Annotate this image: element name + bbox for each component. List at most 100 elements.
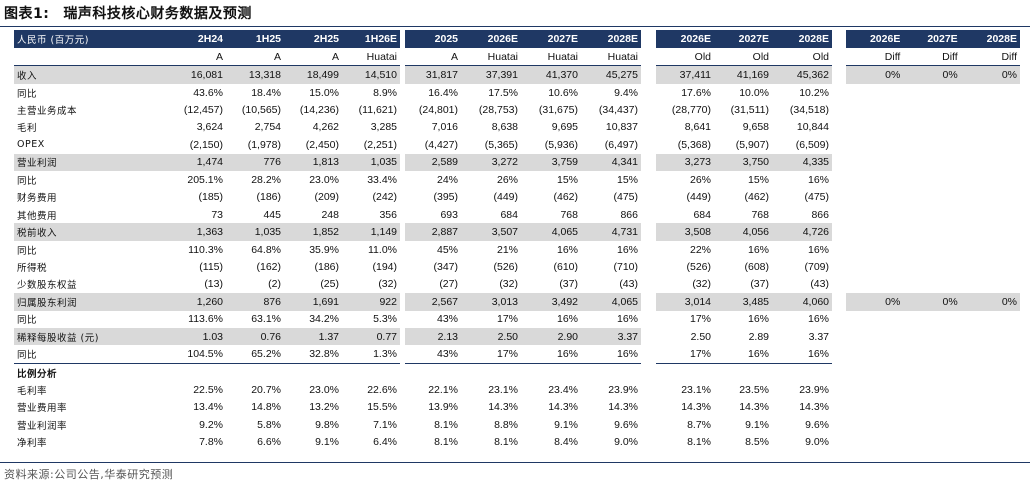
- ratio-cell: 6.4%: [373, 436, 397, 449]
- table-cell: (475): [613, 191, 638, 204]
- table-row: 37,411 41,169 45,362: [656, 66, 832, 84]
- table-cell: (462): [744, 191, 769, 204]
- ratio-cell: 13.9%: [428, 401, 458, 414]
- ratio-cell: 8.4%: [554, 436, 578, 449]
- table-cell: 4,065: [551, 226, 578, 239]
- table-cell: 768: [560, 208, 578, 221]
- table-row: 少数股东权益 (13) (2) (25) (32): [14, 276, 400, 293]
- source-cell: Old: [694, 50, 711, 63]
- row-label: 营业利润: [17, 158, 58, 170]
- table-cell: 18,499: [306, 69, 339, 82]
- ratio-row: 8.7% 9.1% 9.6%: [656, 416, 832, 433]
- table-row: [846, 258, 1020, 275]
- main-financials-table: 人民币 (百万元) 2H24 1H25 2H25 1H26E A A A Huatai 收入 16,…: [14, 30, 400, 451]
- table-cell: 16%: [556, 348, 578, 361]
- ratio-cell: 15.5%: [367, 401, 397, 414]
- ratio-cell: 9.2%: [199, 418, 223, 431]
- table-cell: 104.5%: [187, 348, 223, 361]
- table-cell: (209): [314, 191, 339, 204]
- table-row: OPEX (2,150) (1,978) (2,450) (2,251): [14, 136, 400, 153]
- table-cell: 2.13: [437, 330, 458, 343]
- table-cell: 16%: [747, 243, 769, 256]
- row-label: 归属股东利润: [17, 297, 78, 309]
- table-cell: (526): [493, 260, 518, 273]
- table-cell: (709): [804, 260, 829, 273]
- table-row: 693 684 768 866: [405, 206, 641, 223]
- table-cell: 64.8%: [251, 243, 281, 256]
- table-cell: (5,907): [735, 138, 769, 151]
- column-header: 2026E: [487, 33, 518, 45]
- table-cell: 9,695: [551, 121, 578, 134]
- old-forecast-table: 2026E 2027E 2028E Old Old Old 37,411 41,169 45,3…: [656, 30, 832, 451]
- ratio-cell: 23.9%: [608, 384, 638, 397]
- table-row: 归属股东利润 1,260 876 1,691 922: [14, 293, 400, 311]
- ratio-row: 8.1% 8.8% 9.1% 9.6%: [405, 416, 641, 433]
- table-cell: 16%: [616, 243, 638, 256]
- ratio-rule: [405, 362, 641, 364]
- column-header: 2H25: [313, 33, 339, 45]
- table-cell: 1,035: [370, 156, 397, 169]
- table-cell: 356: [379, 208, 397, 221]
- table-cell: 1,691: [312, 295, 339, 308]
- table-cell: 16%: [616, 313, 638, 326]
- table-cell: (34,518): [789, 104, 829, 117]
- table-cell: 3,508: [684, 226, 711, 239]
- ratio-cell: 8.1%: [434, 418, 458, 431]
- table-cell: (115): [199, 260, 223, 273]
- table-cell: 10.0%: [739, 86, 769, 99]
- table-cell: 1,035: [254, 226, 281, 239]
- table-row: 0% 0% 0%: [846, 293, 1020, 311]
- column-header: 2026E: [680, 33, 711, 45]
- ratio-cell: 14.3%: [681, 401, 711, 414]
- table-cell: (31,675): [538, 104, 578, 117]
- table-cell: (24,801): [418, 104, 458, 117]
- table-cell: 26%: [689, 173, 711, 186]
- table-cell: 2.50: [497, 330, 518, 343]
- table-cell: 43.6%: [193, 86, 223, 99]
- ratio-label: 营业利润率: [17, 420, 68, 432]
- row-label: 所得税: [17, 262, 48, 274]
- ratio-cell: 7.1%: [373, 418, 397, 431]
- table-cell: 21%: [496, 243, 518, 256]
- table-cell: 37,411: [679, 69, 711, 82]
- ratio-cell: 9.6%: [805, 418, 829, 431]
- table-cell: (25): [320, 278, 339, 291]
- table-cell: 205.1%: [187, 173, 223, 186]
- table-row: [846, 154, 1020, 171]
- footer-rule: [0, 462, 1030, 463]
- ratio-cell: 23.1%: [488, 384, 518, 397]
- table-row: 26% 15% 16%: [656, 171, 832, 188]
- table-cell: (1,978): [247, 138, 281, 151]
- table-cell: 16%: [807, 173, 829, 186]
- table-cell: (5,936): [544, 138, 578, 151]
- diff-cell: 0%: [1001, 69, 1017, 82]
- diff-cell: 0%: [942, 295, 958, 308]
- table-cell: 16.4%: [428, 86, 458, 99]
- header-rule: [14, 65, 400, 67]
- table-cell: 37,391: [485, 69, 518, 82]
- table-cell: 3,273: [684, 156, 711, 169]
- table-cell: 22%: [689, 243, 711, 256]
- table-cell: (242): [372, 191, 397, 204]
- table-cell: 15%: [556, 173, 578, 186]
- ratio-cell: 13.2%: [309, 401, 339, 414]
- table-cell: 8,638: [491, 121, 518, 134]
- table-cell: (2): [268, 278, 281, 291]
- table-cell: (43): [810, 278, 829, 291]
- ratio-row: 毛利率 22.5% 20.7% 23.0% 22.6%: [14, 381, 400, 398]
- table-cell: 1,149: [370, 226, 397, 239]
- table-row: 2.50 2.89 3.37: [656, 328, 832, 345]
- table-cell: (347): [433, 260, 458, 273]
- ratio-cell: 23.9%: [799, 384, 829, 397]
- ratio-cell: 6.6%: [257, 436, 281, 449]
- ratio-cell: 14.3%: [608, 401, 638, 414]
- table-cell: 3,285: [370, 121, 397, 134]
- table-cell: 9,658: [742, 121, 769, 134]
- table-cell: (43): [619, 278, 638, 291]
- ratio-row: 22.1% 23.1% 23.4% 23.9%: [405, 381, 641, 398]
- table-cell: (194): [372, 260, 397, 273]
- table-cell: 15%: [616, 173, 638, 186]
- table-row: 毛利 3,624 2,754 4,262 3,285: [14, 119, 400, 136]
- table-cell: (27): [439, 278, 458, 291]
- table-row: 17% 16% 16%: [656, 345, 832, 362]
